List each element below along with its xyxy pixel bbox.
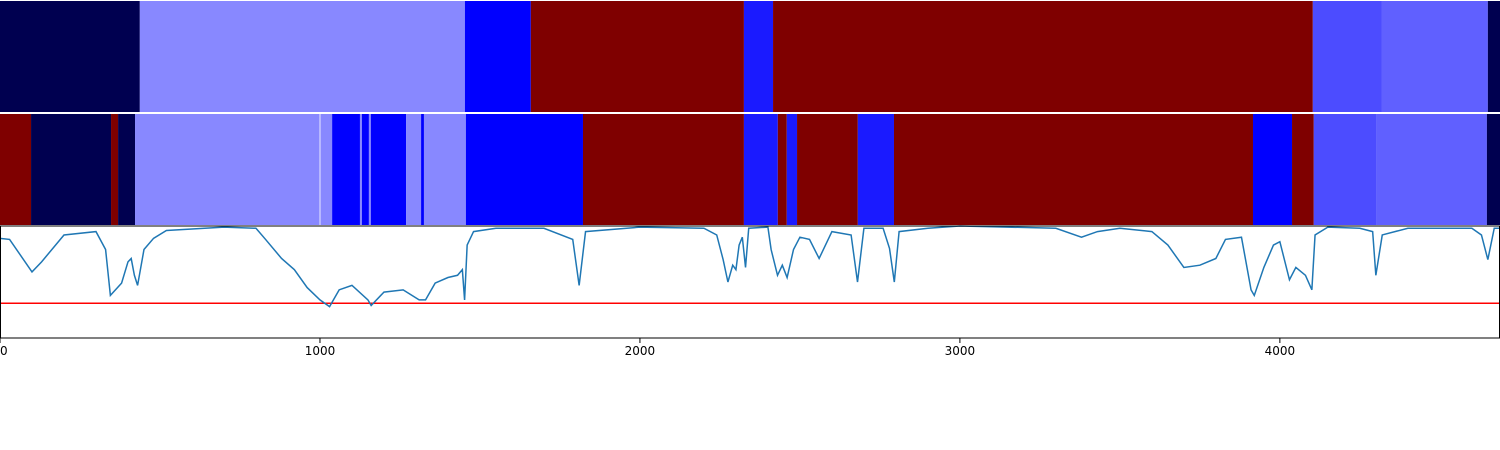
band xyxy=(1381,1,1488,112)
band xyxy=(118,114,136,225)
x-tick-label: 4000 xyxy=(1265,344,1296,358)
band xyxy=(332,114,360,225)
band xyxy=(423,114,466,225)
band xyxy=(582,114,744,225)
band xyxy=(743,114,778,225)
band xyxy=(0,114,32,225)
band xyxy=(1292,114,1314,225)
plot-frame xyxy=(0,225,1500,339)
band xyxy=(773,1,1313,112)
band xyxy=(464,1,531,112)
band xyxy=(111,114,119,225)
band xyxy=(893,114,1253,225)
band xyxy=(421,114,424,225)
band xyxy=(786,114,798,225)
band xyxy=(1376,114,1487,225)
band xyxy=(359,114,362,225)
band xyxy=(31,114,112,225)
band xyxy=(1313,114,1377,225)
band xyxy=(1487,1,1500,112)
band xyxy=(361,114,369,225)
band xyxy=(465,114,583,225)
x-tick-label: 0 xyxy=(0,344,8,358)
x-tick-label: 2000 xyxy=(625,344,656,358)
band xyxy=(320,114,333,225)
band xyxy=(0,1,140,112)
band xyxy=(406,114,422,225)
band xyxy=(135,114,320,225)
line xyxy=(0,225,1500,308)
band xyxy=(370,114,407,225)
band xyxy=(743,1,774,112)
band xyxy=(797,114,858,225)
band xyxy=(857,114,894,225)
band xyxy=(368,114,371,225)
x-tick-label: 1000 xyxy=(305,344,336,358)
band xyxy=(1486,114,1500,225)
band xyxy=(1252,114,1293,225)
band xyxy=(319,114,321,225)
band xyxy=(777,114,787,225)
band xyxy=(139,1,465,112)
band xyxy=(1312,1,1382,112)
band xyxy=(530,1,744,112)
x-tick-label: 3000 xyxy=(945,344,976,358)
